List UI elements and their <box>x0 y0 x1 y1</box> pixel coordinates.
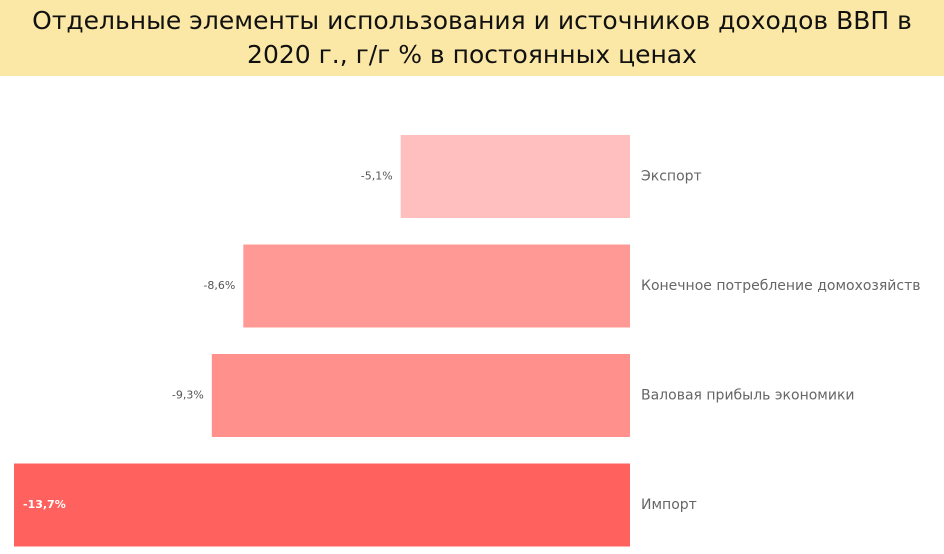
data-label: -8,6% <box>203 279 235 292</box>
category-label: Экспорт <box>641 169 702 185</box>
bar <box>400 135 630 218</box>
data-label: -9,3% <box>172 389 204 402</box>
bar <box>243 244 630 328</box>
category-label: Валовая прибыль экономики <box>641 388 855 404</box>
title-band: Отдельные элементы использования и источ… <box>0 0 944 76</box>
bar <box>14 463 630 547</box>
category-label: Импорт <box>641 497 697 513</box>
data-label: -5,1% <box>361 170 393 183</box>
category-label: Конечное потребление домохозяйств <box>641 278 921 294</box>
chart-title: Отдельные элементы использования и источ… <box>32 6 912 69</box>
data-label: -13,7% <box>23 498 66 511</box>
bar <box>211 354 630 437</box>
